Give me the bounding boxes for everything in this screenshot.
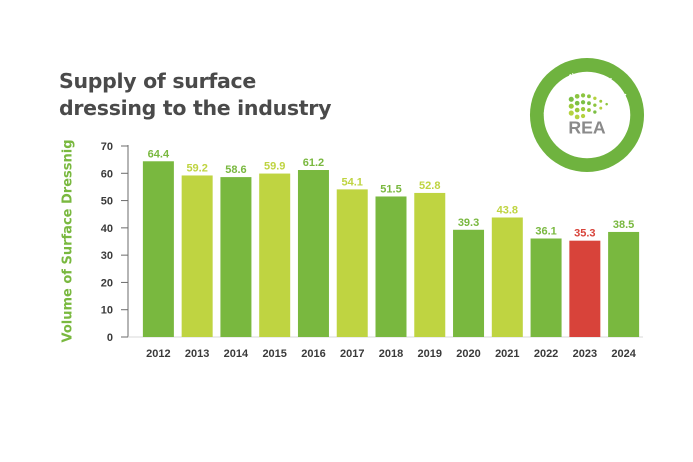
data-label: 36.1 [535, 225, 556, 237]
x-tick-label: 2024 [611, 348, 636, 360]
data-label: 35.3 [574, 228, 595, 240]
bar [530, 238, 562, 337]
chart-title-line-1: Supply of surface [59, 69, 256, 93]
y-tick-label: 30 [101, 250, 113, 262]
logo-dot [568, 96, 574, 102]
bar [336, 189, 368, 337]
logo-dot [574, 107, 580, 113]
logo-dot [593, 103, 597, 107]
x-tick-label: 2023 [573, 348, 597, 360]
bar [220, 177, 252, 337]
chart-title: Supply of surface dressing to the indust… [59, 68, 359, 122]
logo-dot [605, 102, 608, 106]
data-label: 52.8 [419, 180, 440, 192]
bar [297, 170, 329, 337]
y-tick-label: 40 [101, 223, 113, 235]
bar [414, 192, 446, 337]
x-tick-label: 2021 [495, 348, 519, 360]
x-tick-label: 2012 [146, 348, 170, 360]
logo-dot [580, 93, 586, 98]
y-tick-label: 60 [101, 168, 113, 180]
x-tick-label: 2018 [379, 348, 403, 360]
data-label: 43.8 [497, 204, 518, 216]
data-label: 61.2 [303, 157, 324, 169]
data-label: 54.1 [342, 176, 363, 188]
logo-dot [593, 96, 597, 100]
x-tick-label: 2019 [418, 348, 442, 360]
rea-logo: Future-proofing our local roads ROAD EMU… [528, 56, 645, 173]
logo-dot [599, 106, 603, 110]
logo-dots-icon [568, 93, 608, 120]
logo-dot [580, 100, 586, 105]
logo-wordmark: REA [568, 118, 606, 138]
x-tick-label: 2014 [224, 348, 249, 360]
bar [259, 173, 291, 337]
logo-dot [574, 100, 580, 106]
logo-dot [587, 108, 591, 112]
logo-dot [568, 103, 574, 109]
data-label: 39.3 [458, 217, 479, 229]
x-tick-label: 2022 [534, 348, 558, 360]
y-tick-label: 50 [101, 196, 113, 208]
data-label: 59.9 [264, 161, 285, 173]
data-label: 59.2 [186, 162, 207, 174]
bar [569, 240, 601, 337]
x-tick-label: 2013 [185, 348, 209, 360]
data-label: 58.6 [225, 164, 246, 176]
x-tick-label: 2017 [340, 348, 364, 360]
bar [142, 161, 174, 337]
logo-dot [587, 94, 591, 99]
logo-dot [568, 110, 574, 116]
logo-dot [580, 106, 586, 112]
logo-dot [580, 113, 586, 119]
bar [181, 175, 213, 337]
y-tick-label: 10 [101, 305, 113, 317]
logo-dot [574, 93, 580, 99]
logo-dot [593, 110, 597, 114]
y-tick-label: 0 [107, 332, 113, 344]
bar [608, 231, 640, 337]
data-label: 64.4 [148, 148, 170, 160]
logo-dot [599, 99, 603, 103]
y-tick-label: 20 [101, 277, 113, 289]
logo-inner-circle [543, 71, 631, 159]
chart-title-line-2: dressing to the industry [59, 96, 332, 120]
x-tick-label: 2015 [262, 348, 286, 360]
bar [491, 217, 523, 337]
x-tick-label: 2016 [301, 348, 325, 360]
bar [375, 196, 407, 337]
data-label: 51.5 [380, 183, 401, 195]
y-tick-label: 70 [101, 141, 113, 153]
x-tick-label: 2020 [456, 348, 480, 360]
logo-dot [574, 114, 580, 120]
data-label: 38.5 [613, 219, 634, 231]
logo-dot [587, 101, 591, 106]
bar [453, 229, 485, 337]
